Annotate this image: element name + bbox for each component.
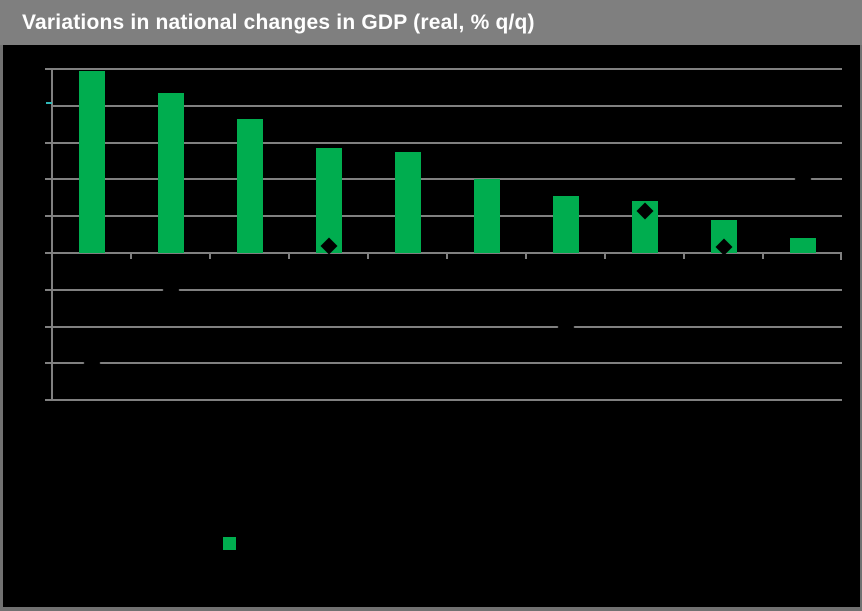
y-axis-tick [45, 288, 52, 291]
bar [473, 179, 500, 253]
y-axis-tick [45, 141, 52, 144]
y-axis-tick [45, 68, 52, 70]
gridline [52, 288, 842, 291]
y-axis-tick [45, 399, 52, 402]
y-axis-tick [45, 362, 52, 365]
diamond-marker [794, 170, 811, 188]
frame-border-bottom [0, 607, 862, 611]
bar [552, 196, 579, 253]
y-axis-tick [45, 215, 52, 218]
bar [157, 93, 184, 253]
y-axis-tick [45, 252, 52, 254]
gridline [52, 399, 842, 402]
x-axis-tick [130, 254, 132, 259]
gridline [52, 104, 842, 107]
x-axis-tick [683, 254, 685, 259]
x-axis-end-tick [840, 252, 842, 260]
diamond-marker [83, 354, 100, 372]
bar [789, 238, 816, 253]
bar [315, 148, 342, 253]
y-axis-tick [45, 178, 52, 181]
chart-title: Variations in national changes in GDP (r… [22, 10, 535, 34]
diamond-marker [557, 318, 574, 336]
y-axis-tick [45, 325, 52, 328]
bar [236, 119, 263, 253]
gridline [52, 68, 842, 70]
bar [394, 152, 421, 253]
y-axis-tick-teal [46, 101, 52, 104]
bar [78, 71, 105, 253]
frame-border-left [0, 45, 3, 611]
x-axis-tick [525, 254, 527, 259]
gridline [52, 325, 842, 328]
gridline [52, 215, 842, 218]
x-axis-tick [762, 254, 764, 259]
x-axis-zero-line [52, 252, 842, 254]
chart-title-bar: Variations in national changes in GDP (r… [0, 0, 862, 45]
gridline [52, 178, 842, 181]
x-axis-tick [367, 254, 369, 259]
gridline [52, 141, 842, 144]
gridline [52, 362, 842, 365]
x-axis-tick [288, 254, 290, 259]
diamond-marker [162, 281, 179, 299]
x-axis-tick [209, 254, 211, 259]
x-axis-tick [604, 254, 606, 259]
x-axis-tick [446, 254, 448, 259]
legend-swatch [223, 537, 236, 550]
y-axis-line [51, 68, 53, 402]
frame-border-right [860, 45, 862, 611]
